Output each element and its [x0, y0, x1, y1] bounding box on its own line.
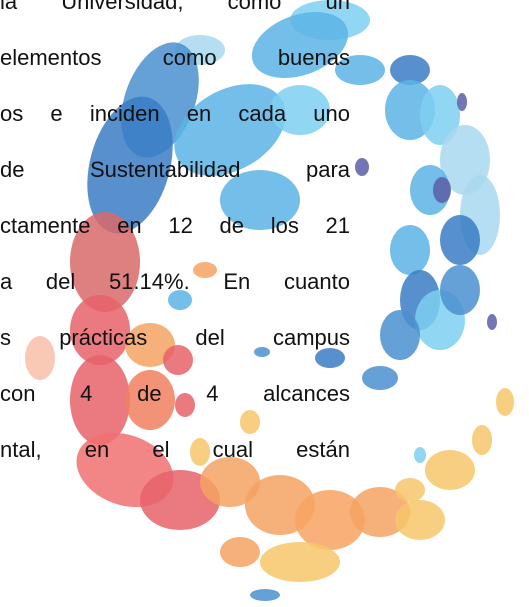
- text-line: la Universidad, como un: [0, 0, 350, 30]
- text-line: s prácticas del campus: [0, 310, 350, 366]
- text-line: de Sustentabilidad para: [0, 142, 350, 198]
- text-line: a del 51.14%. En cuanto: [0, 254, 350, 310]
- text-line: ntal, en el cual están: [0, 422, 350, 478]
- text-line: os e inciden en cada uno: [0, 86, 350, 142]
- text-line: ctamente en 12 de los 21: [0, 198, 350, 254]
- text-line: elementos como buenas: [0, 30, 350, 86]
- text-line: con 4 de 4 alcances: [0, 366, 350, 422]
- page: la Universidad, como unelementos como bu…: [0, 0, 529, 607]
